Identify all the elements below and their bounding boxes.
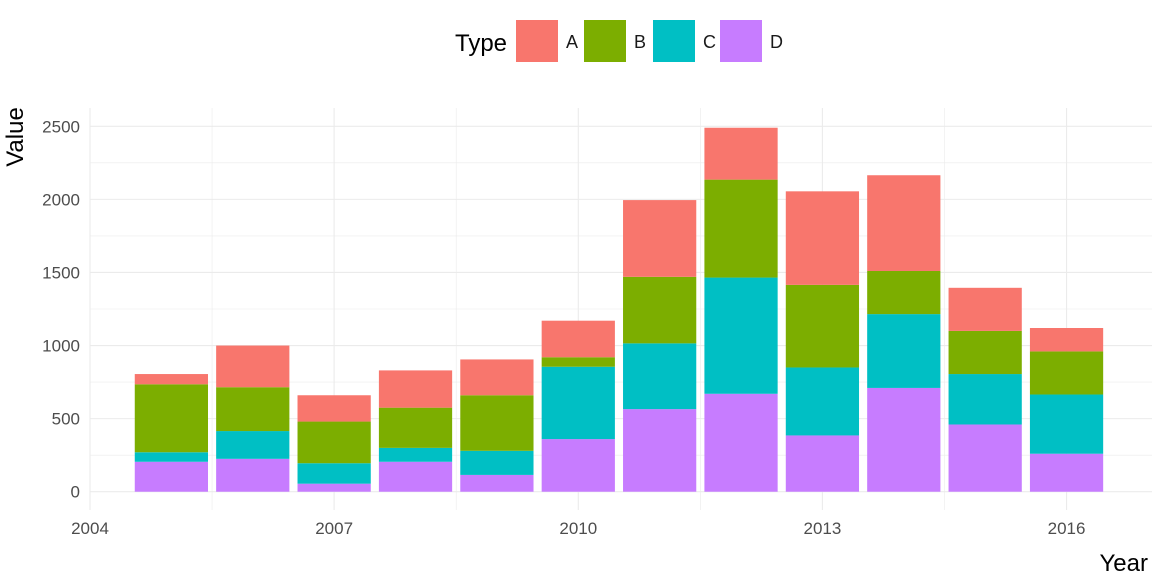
bar-segment-d-2016 <box>1029 453 1104 492</box>
legend-label-c: C <box>703 32 716 52</box>
legend-key-b <box>584 20 626 62</box>
bar-segment-a-2007 <box>297 395 371 422</box>
bar-segment-c-2006 <box>216 431 290 459</box>
bar-segment-c-2012 <box>704 277 778 394</box>
bar-segment-a-2014 <box>867 175 941 271</box>
bar-segment-a-2015 <box>948 287 1022 331</box>
x-axis-ticks: 2004 2007 2010 2013 2016 <box>71 519 1085 538</box>
bar-segment-c-2009 <box>460 450 534 475</box>
bar-segment-d-2012 <box>704 393 778 492</box>
bar-segment-b-2007 <box>297 421 371 464</box>
x-axis-title: Year <box>1100 550 1149 576</box>
bar-segment-d-2005 <box>134 461 208 492</box>
legend-title: Type <box>455 30 507 57</box>
x-tick-label: 2016 <box>1048 519 1086 538</box>
x-tick-label: 2013 <box>803 519 841 538</box>
legend: Type A B C D <box>455 20 783 62</box>
bar-segment-c-2014 <box>867 314 941 388</box>
bar-segment-b-2014 <box>867 270 941 315</box>
bar-segment-c-2013 <box>785 367 860 436</box>
y-tick-label: 1000 <box>42 337 80 356</box>
legend-label-a: A <box>566 32 578 52</box>
y-tick-label: 2000 <box>42 190 80 209</box>
bar-segment-d-2015 <box>948 424 1022 492</box>
bar-segment-b-2009 <box>460 395 534 451</box>
legend-key-d <box>720 20 762 62</box>
bar-segment-b-2016 <box>1029 351 1104 395</box>
bar-segment-b-2010 <box>541 357 615 367</box>
y-axis-title: Value <box>2 107 29 167</box>
bar-segment-c-2011 <box>623 343 697 410</box>
bar-segment-a-2008 <box>378 370 453 408</box>
bar-segment-d-2008 <box>378 461 453 492</box>
bar-segment-c-2016 <box>1029 394 1104 454</box>
bar-segment-d-2006 <box>216 458 290 492</box>
bar-segment-a-2010 <box>541 320 615 358</box>
bar-segment-b-2012 <box>704 179 778 278</box>
bar-segment-c-2010 <box>541 366 615 440</box>
bar-segment-a-2009 <box>460 359 534 396</box>
x-tick-label: 2010 <box>559 519 597 538</box>
bar-segment-a-2013 <box>785 191 860 285</box>
bar-segment-c-2015 <box>948 374 1022 425</box>
bar-segment-d-2010 <box>541 439 615 492</box>
y-tick-label: 500 <box>52 410 80 429</box>
bars <box>134 127 1104 492</box>
x-tick-label: 2007 <box>315 519 353 538</box>
bar-segment-b-2011 <box>623 276 697 344</box>
y-axis-ticks: 0 500 1000 1500 2000 2500 <box>42 117 80 501</box>
x-tick-label: 2004 <box>71 519 109 538</box>
legend-key-a <box>516 20 558 62</box>
bar-segment-c-2008 <box>378 447 453 462</box>
bar-segment-b-2008 <box>378 407 453 448</box>
legend-label-b: B <box>634 32 646 52</box>
bar-segment-d-2007 <box>297 483 371 492</box>
bar-segment-d-2013 <box>785 435 860 492</box>
bar-segment-a-2016 <box>1029 328 1104 352</box>
bar-segment-a-2005 <box>134 374 208 385</box>
legend-key-c <box>653 20 695 62</box>
bar-segment-b-2006 <box>216 387 290 432</box>
bar-segment-d-2014 <box>867 387 941 492</box>
bar-segment-b-2013 <box>785 284 860 368</box>
bar-segment-c-2005 <box>134 452 208 462</box>
bar-segment-c-2007 <box>297 463 371 484</box>
bar-segment-a-2012 <box>704 127 778 180</box>
legend-label-d: D <box>770 32 783 52</box>
bar-segment-d-2009 <box>460 474 534 492</box>
bar-segment-d-2011 <box>623 409 697 492</box>
bar-segment-b-2005 <box>134 384 208 453</box>
y-tick-label: 2500 <box>42 117 80 136</box>
y-tick-label: 0 <box>71 483 80 502</box>
y-tick-label: 1500 <box>42 263 80 282</box>
bar-segment-a-2006 <box>216 345 290 388</box>
bar-segment-b-2015 <box>948 330 1022 375</box>
bar-segment-a-2011 <box>623 200 697 277</box>
